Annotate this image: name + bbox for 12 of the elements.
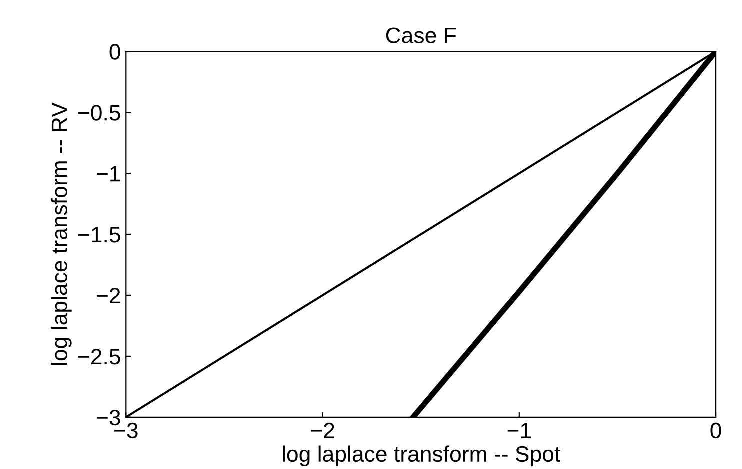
- chart-title: Case F: [386, 28, 456, 44]
- y-tick-label: −1: [97, 166, 120, 182]
- y-tick-label: −0.5: [78, 105, 120, 121]
- y-axis-title: log laplace transform -- RV: [51, 102, 72, 365]
- y-tick-label: −2: [97, 288, 120, 304]
- y-tick-label: −1.5: [78, 227, 120, 243]
- x-tick-label: −1: [508, 423, 531, 438]
- y-tick-label: −2.5: [78, 348, 120, 365]
- x-tick-label: −2: [311, 422, 334, 438]
- x-tick-label: 0: [710, 422, 722, 439]
- y-tick-label: 0: [110, 44, 120, 60]
- x-axis-title: log laplace transform -- Spot: [283, 446, 560, 466]
